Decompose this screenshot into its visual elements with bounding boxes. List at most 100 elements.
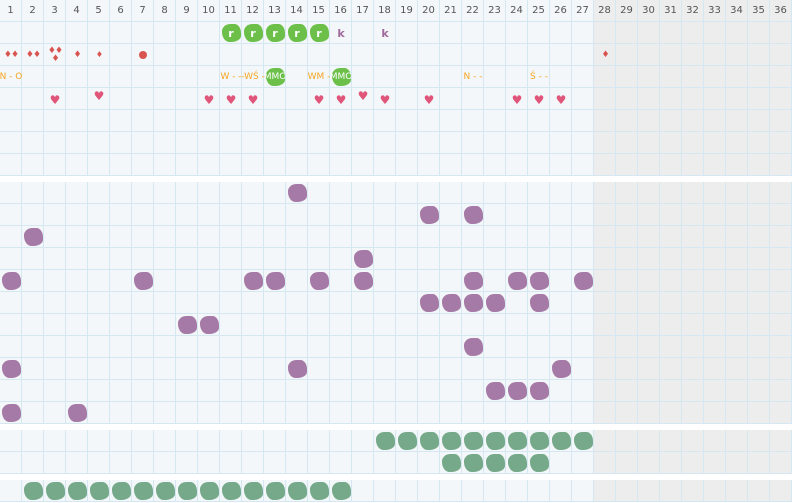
grid-cell[interactable]: [616, 314, 638, 336]
grid-cell[interactable]: [22, 22, 44, 44]
grid-cell[interactable]: [726, 380, 748, 402]
grid-cell[interactable]: [484, 314, 506, 336]
grid-cell[interactable]: [110, 430, 132, 452]
grid-cell[interactable]: [528, 66, 550, 88]
symptom-marker[interactable]: [462, 204, 484, 226]
intercourse-marker[interactable]: r: [220, 22, 242, 44]
grid-cell[interactable]: [616, 204, 638, 226]
grid-cell[interactable]: [418, 248, 440, 270]
grid-cell[interactable]: [660, 336, 682, 358]
grid-cell[interactable]: [220, 292, 242, 314]
grid-cell[interactable]: [550, 132, 572, 154]
grid-cell[interactable]: [572, 66, 594, 88]
symptom-marker[interactable]: [528, 270, 550, 292]
grid-cell[interactable]: [682, 402, 704, 424]
grid-cell[interactable]: [352, 226, 374, 248]
grid-cell[interactable]: [594, 204, 616, 226]
grid-cell[interactable]: [242, 204, 264, 226]
grid-cell[interactable]: [594, 292, 616, 314]
grid-cell[interactable]: [264, 44, 286, 66]
grid-cell[interactable]: [330, 358, 352, 380]
grid-cell[interactable]: [154, 226, 176, 248]
grid-cell[interactable]: [198, 110, 220, 132]
grid-cell[interactable]: [396, 402, 418, 424]
grid-cell[interactable]: [44, 204, 66, 226]
grid-cell[interactable]: [616, 182, 638, 204]
grid-cell[interactable]: [726, 22, 748, 44]
grid-cell[interactable]: [374, 22, 396, 44]
grid-cell[interactable]: [66, 132, 88, 154]
grid-cell[interactable]: [198, 22, 220, 44]
grid-cell[interactable]: [396, 132, 418, 154]
grid-cell[interactable]: [748, 358, 770, 380]
grid-cell[interactable]: [594, 270, 616, 292]
grid-cell[interactable]: [594, 154, 616, 176]
grid-cell[interactable]: [550, 270, 572, 292]
grid-cell[interactable]: [22, 452, 44, 474]
grid-cell[interactable]: [638, 358, 660, 380]
grid-cell[interactable]: [286, 154, 308, 176]
grid-cell[interactable]: [572, 22, 594, 44]
heart-icon[interactable]: ♥: [555, 93, 567, 107]
grid-cell[interactable]: [308, 88, 330, 110]
grid-cell[interactable]: [748, 480, 770, 502]
grid-cell[interactable]: [242, 314, 264, 336]
grid-cell[interactable]: [198, 380, 220, 402]
grid-cell[interactable]: [330, 380, 352, 402]
grid-cell[interactable]: [66, 358, 88, 380]
grid-cell[interactable]: [242, 380, 264, 402]
grid-cell[interactable]: [88, 430, 110, 452]
grid-cell[interactable]: [594, 314, 616, 336]
grid-cell[interactable]: [352, 182, 374, 204]
grid-cell[interactable]: [770, 336, 792, 358]
temperature-marker[interactable]: [462, 430, 484, 452]
grid-cell[interactable]: [616, 110, 638, 132]
grid-cell[interactable]: [198, 248, 220, 270]
symptom-marker[interactable]: [352, 248, 374, 270]
grid-cell[interactable]: [198, 226, 220, 248]
grid-cell[interactable]: [418, 22, 440, 44]
grid-cell[interactable]: [638, 480, 660, 502]
grid-cell[interactable]: [682, 248, 704, 270]
grid-cell[interactable]: [594, 110, 616, 132]
grid-cell[interactable]: [550, 480, 572, 502]
grid-cell[interactable]: [0, 314, 22, 336]
grid-cell[interactable]: [374, 402, 396, 424]
grid-cell[interactable]: [242, 336, 264, 358]
grid-cell[interactable]: [110, 110, 132, 132]
grid-cell[interactable]: [748, 44, 770, 66]
symptom-marker[interactable]: [286, 182, 308, 204]
grid-cell[interactable]: [154, 336, 176, 358]
grid-cell[interactable]: [704, 88, 726, 110]
symptom-marker[interactable]: [308, 270, 330, 292]
grid-cell[interactable]: [704, 314, 726, 336]
grid-cell[interactable]: [308, 204, 330, 226]
grid-cell[interactable]: [110, 226, 132, 248]
grid-cell[interactable]: [88, 154, 110, 176]
grid-cell[interactable]: [682, 132, 704, 154]
grid-cell[interactable]: [682, 314, 704, 336]
grid-cell[interactable]: [594, 248, 616, 270]
grid-cell[interactable]: [132, 66, 154, 88]
grid-cell[interactable]: [396, 22, 418, 44]
grid-cell[interactable]: [770, 226, 792, 248]
grid-cell[interactable]: [462, 248, 484, 270]
grid-cell[interactable]: [660, 132, 682, 154]
grid-cell[interactable]: [506, 44, 528, 66]
grid-cell[interactable]: [682, 380, 704, 402]
symptom-marker[interactable]: [506, 380, 528, 402]
grid-cell[interactable]: [418, 270, 440, 292]
grid-cell[interactable]: [528, 402, 550, 424]
grid-cell[interactable]: [286, 204, 308, 226]
grid-cell[interactable]: [264, 154, 286, 176]
grid-cell[interactable]: [308, 314, 330, 336]
grid-cell[interactable]: [396, 154, 418, 176]
grid-cell[interactable]: [220, 336, 242, 358]
grid-cell[interactable]: [198, 452, 220, 474]
grid-cell[interactable]: [660, 226, 682, 248]
grid-cell[interactable]: [440, 110, 462, 132]
grid-cell[interactable]: [66, 336, 88, 358]
grid-cell[interactable]: [66, 270, 88, 292]
symptom-marker[interactable]: [462, 336, 484, 358]
grid-cell[interactable]: [242, 358, 264, 380]
